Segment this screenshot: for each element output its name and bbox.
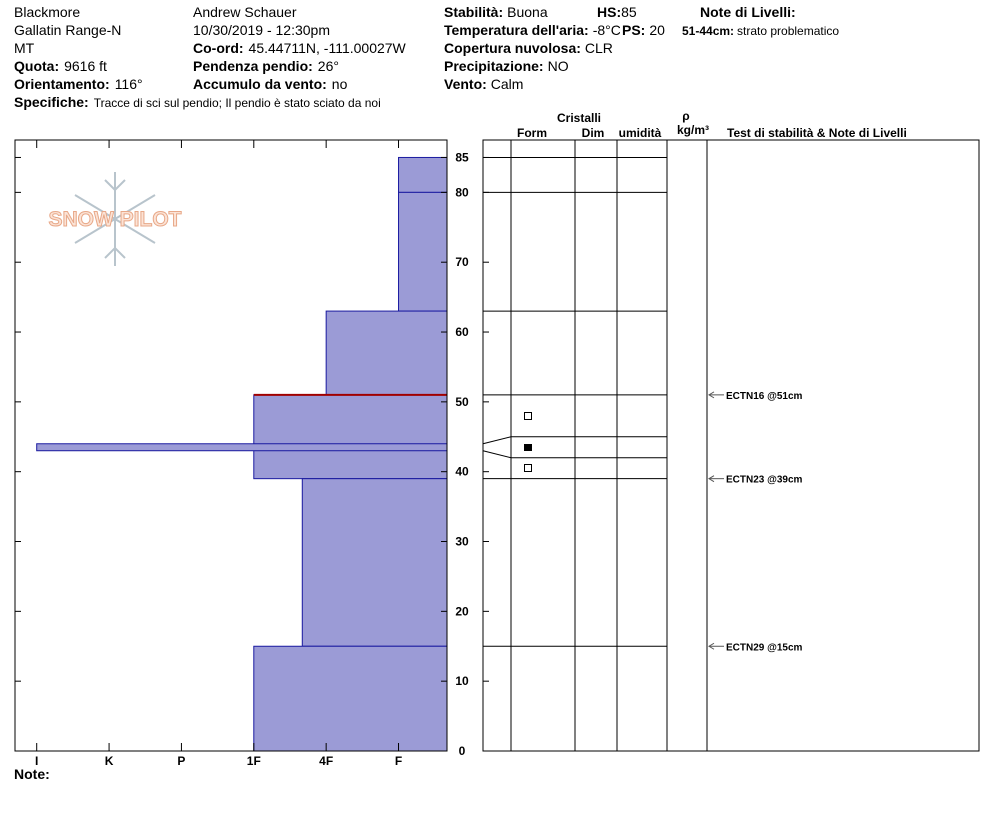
note-label: Note: [14,766,50,782]
layer-boundary [482,436,667,445]
field-value: 26° [318,58,339,74]
field-value: 85 [621,4,637,20]
field-value: Buona [507,4,548,20]
hardness-bar [253,645,448,752]
hardness-bar [301,478,448,647]
panel-frame [482,139,980,752]
location: Blackmore [14,4,80,20]
grain-icon [524,412,532,420]
hardness-bar [253,394,448,480]
x-tick-label: I [35,754,38,768]
grain-icon [524,464,532,472]
hardness-bar [36,443,448,452]
col-header: kg/m³ [677,123,709,137]
field-label: Stabilità: [444,4,503,20]
x-tick-label: K [105,754,114,768]
field-label: Precipitazione: [444,58,544,74]
field: HS:85 [597,4,637,20]
field-label: HS: [597,4,621,20]
field-label: Co-ord: [193,40,244,56]
field-label: Copertura nuvolosa: [444,40,581,56]
hardness-bar [398,191,448,312]
y-tick-label: 0 [459,744,466,758]
hardness-bar [398,156,448,193]
field: Quota: 9616 ft [14,58,107,74]
field: Vento: Calm [444,76,523,92]
col-header: umidità [619,126,662,140]
layer-boundary [482,450,667,459]
y-tick-label: 60 [455,325,469,339]
field-label: Orientamento: [14,76,110,92]
field-label: Specifiche: [14,94,89,110]
range: Gallatin Range-N [14,22,121,38]
y-tick-label: 30 [455,535,469,549]
col-header: Cristalli [557,111,601,125]
test-arrowhead [708,391,715,399]
field: Orientamento: 116° [14,76,143,92]
field: Co-ord: 45.44711N, -111.00027W [193,40,407,56]
grain-icon [524,444,532,451]
field-value: 116° [115,76,143,92]
x-tick-label: 1F [247,754,261,768]
field: Specifiche: Tracce di sci sul pendio; Il … [14,94,381,110]
field-value: no [332,76,348,92]
y-tick-label: 50 [455,395,469,409]
field-label: Accumulo da vento: [193,76,327,92]
field-label: Quota: [14,58,59,74]
field: Accumulo da vento: no [193,76,348,92]
test-label: ECTN23 @39cm [726,475,803,486]
field-value: 45.44711N, -111.00027W [249,40,407,56]
test-arrowhead [708,475,715,483]
field-label: PS: [622,22,645,38]
field-label: Pendenza pendio: [193,58,313,74]
y-tick-label: 20 [455,604,469,618]
x-tick-label: 4F [319,754,333,768]
test-arrowhead [708,642,715,650]
y-tick-label: 40 [455,465,469,479]
field-value: 9616 ft [64,58,107,74]
col-header: ρ [682,109,689,123]
layer-note-label: 51-44cm: [682,24,734,38]
field-value: CLR [585,40,613,56]
field-value: 20 [649,22,665,38]
logo-flake [74,172,156,266]
y-tick-label: 85 [455,150,469,164]
layer-note-value: strato problematico [737,24,839,38]
mask [620,22,994,40]
layer-notes-title: Note di Livelli: [700,4,796,20]
field: Temperatura dell'aria: -8°C [444,22,621,38]
field-value: NO [548,58,569,74]
col-header: Dim [582,126,605,140]
layer-note: 51-44cm: strato problematico [682,24,839,38]
col-header: Test di stabilità & Note di Livelli [727,126,907,140]
test-label: ECTN16 @51cm [726,391,803,402]
logo-text: SNOW PILOT [49,208,182,231]
hardness-bar [325,310,448,396]
y-tick-label: 70 [455,255,469,269]
field: Copertura nuvolosa: CLR [444,40,613,56]
field-label: Temperatura dell'aria: [444,22,589,38]
observer: Andrew Schauer [193,4,297,20]
y-tick-label: 10 [455,674,469,688]
field-value: Tracce di sci sul pendio; Il pendio è st… [94,96,381,110]
field: Pendenza pendio: 26° [193,58,339,74]
x-tick-label: F [395,754,402,768]
y-tick-label: 80 [455,185,469,199]
field-label: Vento: [444,76,487,92]
col-header: Form [517,126,547,140]
chart-frame [14,139,448,752]
field-value: Calm [491,76,524,92]
state: MT [14,40,35,56]
test-label: ECTN29 @15cm [726,642,803,653]
field-value: -8°C [593,22,621,38]
x-tick-label: P [177,754,185,768]
datetime: 10/30/2019 - 12:30pm [193,22,330,38]
field: Precipitazione: NO [444,58,569,74]
field: Stabilità: Buona [444,4,548,20]
field: PS: 20 [622,22,665,38]
